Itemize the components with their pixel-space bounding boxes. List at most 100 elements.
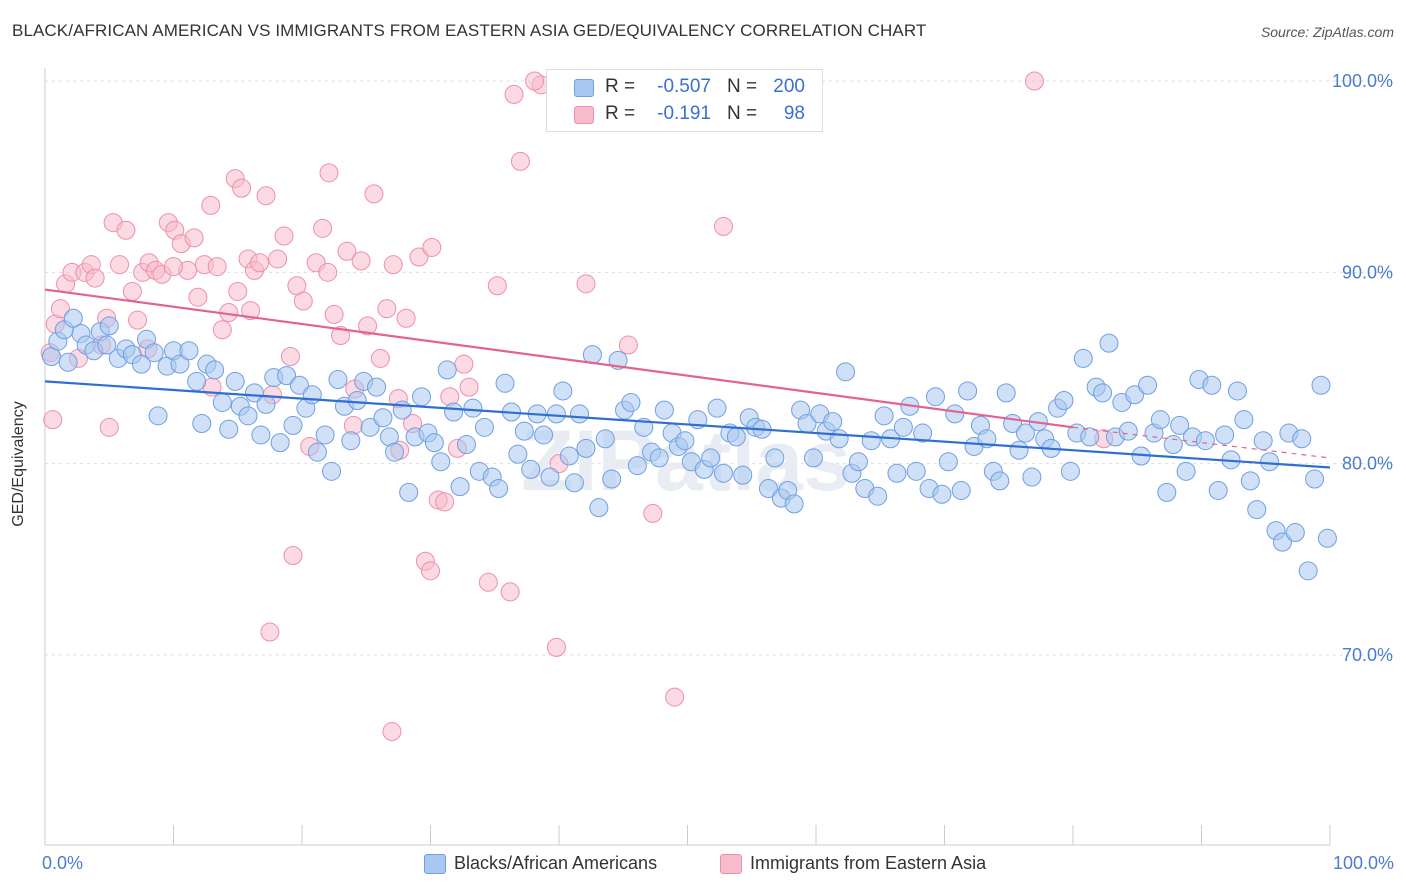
data-point	[63, 308, 83, 328]
chart-title: BLACK/AFRICAN AMERICAN VS IMMIGRANTS FRO…	[12, 21, 927, 40]
data-point	[1260, 452, 1280, 472]
data-point	[540, 467, 560, 487]
data-point	[313, 218, 333, 238]
data-point	[906, 461, 926, 481]
data-point	[836, 362, 856, 382]
data-point	[553, 381, 573, 401]
data-point	[510, 151, 530, 171]
data-point	[399, 482, 419, 502]
data-point	[170, 354, 190, 374]
data-point	[396, 308, 416, 328]
stats-legend: R = -0.507 N = 200 R = -0.191 N = 98	[546, 69, 823, 132]
data-point	[546, 404, 566, 424]
data-point	[534, 425, 554, 445]
data-point	[1093, 383, 1113, 403]
y-tick-label: 100.0%	[1332, 71, 1393, 91]
data-point	[926, 387, 946, 407]
data-point	[665, 687, 685, 707]
data-point	[1099, 333, 1119, 353]
data-point	[289, 375, 309, 395]
data-point	[324, 304, 344, 324]
data-point	[1272, 532, 1292, 552]
data-point	[803, 448, 823, 468]
data-point	[1305, 469, 1325, 489]
data-point	[726, 427, 746, 447]
data-point	[463, 398, 483, 418]
data-point	[1317, 528, 1337, 548]
data-point	[713, 463, 733, 483]
legend-label-blacks: Blacks/African Americans	[454, 853, 658, 873]
data-point	[848, 452, 868, 472]
data-point	[913, 423, 933, 443]
data-point	[495, 373, 515, 393]
data-point	[256, 394, 276, 414]
data-point	[341, 431, 361, 451]
data-point	[1247, 500, 1267, 520]
data-point	[765, 448, 785, 468]
data-point	[546, 637, 566, 657]
data-point	[893, 417, 913, 437]
legend-r-label: R =	[605, 103, 636, 124]
y-axis-label: GED/Equivalency	[10, 401, 27, 527]
data-point	[1240, 471, 1260, 491]
legend-n-value: 200	[773, 76, 805, 97]
data-point	[1125, 385, 1145, 405]
data-point	[868, 486, 888, 506]
data-point	[478, 572, 498, 592]
data-point	[1015, 423, 1035, 443]
data-point	[459, 377, 479, 397]
data-point	[435, 492, 455, 512]
x-tick-label-min: 0.0%	[42, 853, 84, 873]
data-point	[627, 456, 647, 476]
data-point	[675, 431, 695, 451]
axes	[44, 68, 1331, 846]
data-point	[383, 255, 403, 275]
data-point	[225, 371, 245, 391]
data-point	[564, 473, 584, 493]
legend-swatch-blue	[424, 854, 446, 874]
data-point	[228, 281, 248, 301]
data-point	[302, 385, 322, 405]
data-point	[649, 448, 669, 468]
data-point	[474, 417, 494, 437]
data-point	[97, 335, 117, 355]
data-point	[582, 345, 602, 365]
data-point	[270, 433, 290, 453]
data-point	[1285, 523, 1305, 543]
data-point	[241, 301, 261, 321]
data-point	[251, 425, 271, 445]
data-point	[508, 444, 528, 464]
data-point	[318, 262, 338, 282]
legend-swatch-pink	[720, 854, 742, 874]
data-point	[128, 310, 148, 330]
data-point	[319, 163, 339, 183]
data-point	[1170, 415, 1190, 435]
data-point	[1298, 561, 1318, 581]
data-point	[444, 402, 464, 422]
data-point	[358, 316, 378, 336]
data-point	[260, 622, 280, 642]
data-point	[1253, 431, 1273, 451]
data-point	[576, 438, 596, 458]
data-point	[351, 251, 371, 271]
data-point	[367, 377, 387, 397]
data-point	[1208, 480, 1228, 500]
legend-r-value: -0.191	[657, 103, 711, 124]
data-point	[144, 343, 164, 363]
data-point	[618, 335, 638, 355]
data-point	[874, 406, 894, 426]
data-point	[1060, 461, 1080, 481]
data-point	[360, 417, 380, 437]
data-point	[784, 494, 804, 514]
data-point	[431, 452, 451, 472]
data-point	[504, 84, 524, 104]
data-point	[521, 459, 541, 479]
data-point	[337, 241, 357, 261]
data-point	[238, 406, 258, 426]
y-tick-labels: 70.0% 80.0% 90.0% 100.0%	[1332, 71, 1393, 665]
data-point	[861, 431, 881, 451]
trend-line-blacks	[44, 380, 1331, 469]
data-point	[43, 410, 63, 430]
data-point	[283, 546, 303, 566]
